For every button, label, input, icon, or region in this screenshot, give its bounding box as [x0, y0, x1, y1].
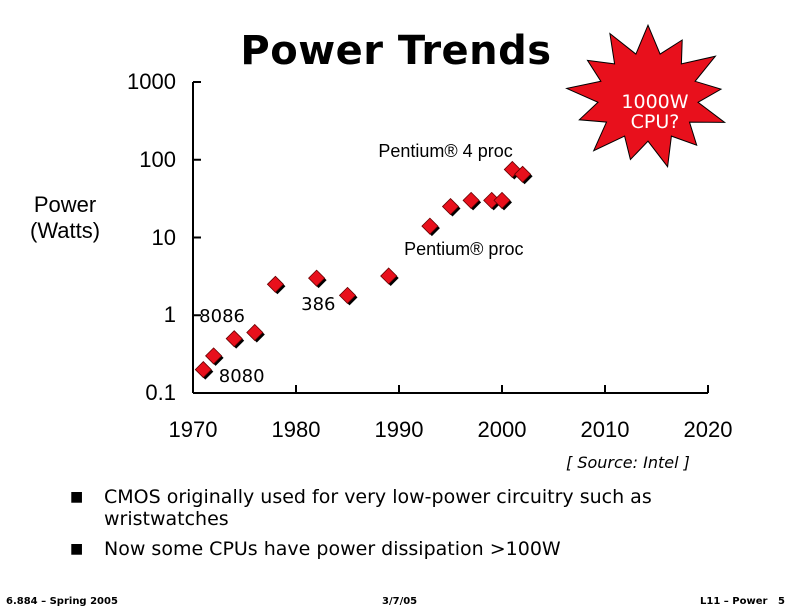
bullet-text: CMOS originally used for very low-power …	[104, 486, 652, 508]
chart-annotation: Pentium® 4 proc	[378, 141, 513, 162]
square-bullet-icon: ■	[70, 489, 84, 505]
x-tick-label: 2000	[477, 417, 527, 442]
y-tick-label: 1	[163, 302, 176, 328]
data-point-diamond	[503, 160, 523, 180]
data-point-diamond	[421, 217, 440, 237]
bullet-list: ■ CMOS originally used for very low-powe…	[70, 486, 770, 568]
x-tick-label: 1970	[168, 417, 218, 442]
data-point-diamond	[246, 323, 265, 343]
data-point-diamond	[225, 330, 245, 349]
square-bullet-icon: ■	[70, 541, 84, 557]
data-point-marker	[308, 269, 326, 287]
data-point-diamond	[462, 191, 482, 211]
x-tick-label: 2010	[580, 417, 630, 442]
footer-course: 6.884 – Spring 2005	[6, 596, 118, 607]
footer-date: 3/7/05	[382, 596, 418, 607]
chart-annotation: 8086	[199, 305, 245, 327]
data-point-marker	[225, 330, 243, 348]
bullet-item: ■ Now some CPUs have power dissipation >…	[70, 538, 770, 560]
callout-line2: CPU?	[630, 111, 680, 133]
footer-page-number: 5	[778, 596, 785, 607]
y-axis-label-line2: (Watts)	[30, 218, 101, 243]
data-point-diamond	[205, 347, 224, 366]
x-tick-label: 1990	[374, 417, 424, 442]
data-point-diamond	[194, 361, 214, 380]
y-tick-label: 10	[151, 224, 176, 250]
data-point-marker	[462, 191, 480, 209]
chart-annotation: 8080	[218, 366, 265, 388]
y-tick-label: 1000	[127, 69, 176, 94]
data-point-marker	[338, 286, 357, 304]
x-tick-label: 1980	[271, 417, 321, 442]
data-point-marker	[441, 197, 460, 216]
callout-starburst-shape	[565, 23, 727, 168]
data-point-diamond	[380, 267, 399, 286]
slide-title: Power Trends	[240, 28, 552, 74]
source-note: [ Source: Intel ]	[566, 453, 690, 472]
data-point-marker	[493, 191, 511, 209]
bullet-text-cont: wristwatches	[104, 508, 229, 530]
callout-text: 1000W CPU?	[600, 92, 710, 132]
callout-line1: 1000W	[621, 91, 689, 113]
data-point-marker	[514, 165, 532, 183]
data-point-diamond	[514, 165, 533, 185]
x-tick-label: 2020	[683, 417, 733, 442]
data-point-marker	[380, 267, 398, 285]
bullet-item: ■ CMOS originally used for very low-powe…	[70, 486, 770, 530]
data-point-marker	[205, 347, 223, 365]
chart-annotation: Pentium® proc	[404, 238, 524, 259]
data-point-diamond	[493, 191, 512, 211]
data-point-marker	[266, 275, 284, 293]
data-point-diamond	[441, 197, 461, 217]
data-point-diamond	[266, 275, 286, 295]
bullet-text: Now some CPUs have power dissipation >10…	[104, 538, 561, 560]
data-point-marker	[194, 361, 212, 379]
y-axis-label-line1: Power	[33, 192, 97, 217]
data-point-marker	[421, 217, 439, 235]
data-point-diamond	[308, 269, 327, 289]
y-axis-label: Power (Watts)	[30, 192, 100, 244]
y-tick-label: 100	[139, 146, 176, 172]
chart-annotation: 386	[301, 294, 336, 316]
data-point-diamond	[338, 286, 358, 306]
y-tick-label: 0.1	[145, 380, 176, 405]
data-point-marker	[246, 323, 264, 342]
footer-lecture: L11 – Power	[700, 596, 768, 607]
